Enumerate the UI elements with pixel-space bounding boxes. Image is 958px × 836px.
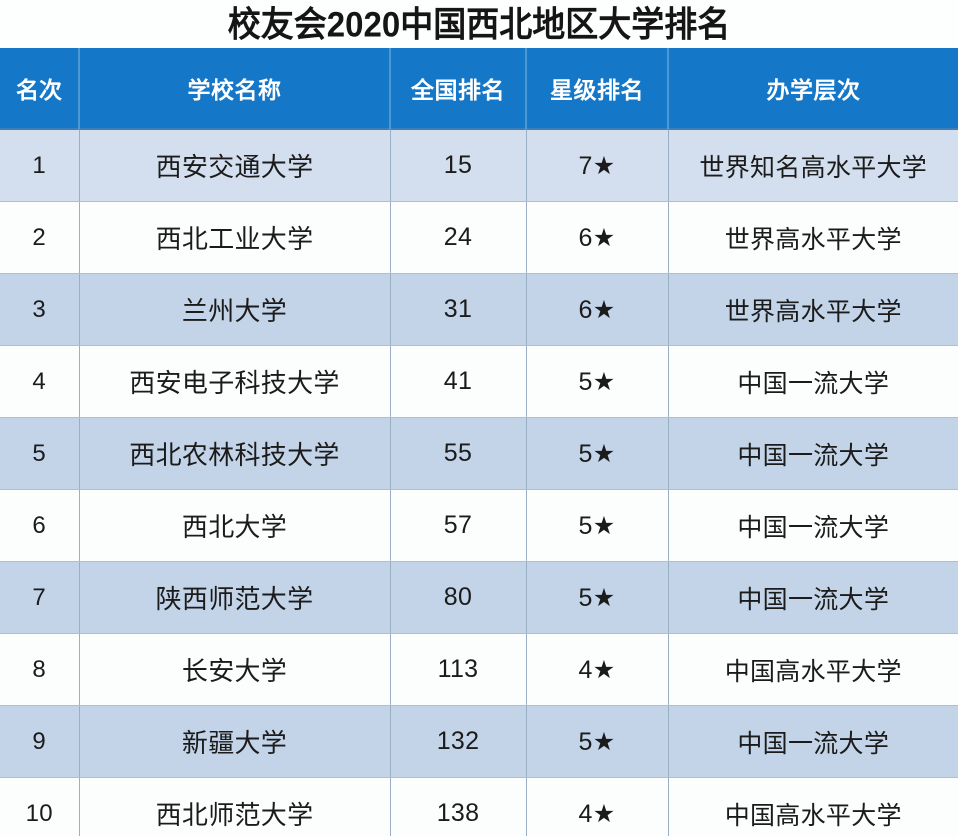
cell-star-rating: 7★ bbox=[526, 128, 669, 202]
cell-star-rating: 5★ bbox=[526, 417, 669, 490]
cell-education-level: 中国一流大学 bbox=[668, 561, 958, 634]
cell-education-level: 中国高水平大学 bbox=[668, 777, 958, 836]
cell-education-level: 中国高水平大学 bbox=[668, 633, 958, 706]
cell-rank: 8 bbox=[0, 633, 80, 706]
cell-school-name: 西北师范大学 bbox=[79, 777, 391, 836]
cell-rank: 3 bbox=[0, 273, 80, 346]
cell-school-name: 西北大学 bbox=[79, 489, 391, 562]
column-header-star-rating[interactable]: 星级排名 bbox=[526, 48, 669, 129]
cell-education-level: 中国一流大学 bbox=[668, 705, 958, 778]
cell-rank: 5 bbox=[0, 417, 80, 490]
column-header-national-rank[interactable]: 全国排名 bbox=[390, 48, 527, 129]
cell-rank: 9 bbox=[0, 705, 80, 778]
cell-rank: 1 bbox=[0, 128, 80, 202]
cell-star-rating: 4★ bbox=[526, 777, 669, 836]
cell-national-rank: 138 bbox=[390, 777, 527, 836]
cell-star-rating: 4★ bbox=[526, 633, 669, 706]
cell-national-rank: 31 bbox=[390, 273, 527, 346]
cell-school-name: 陕西师范大学 bbox=[79, 561, 391, 634]
cell-education-level: 中国一流大学 bbox=[668, 345, 958, 418]
table-row[interactable]: 4 西安电子科技大学 41 5★ 中国一流大学 bbox=[0, 345, 958, 418]
table-row[interactable]: 6 西北大学 57 5★ 中国一流大学 bbox=[0, 489, 958, 562]
cell-star-rating: 5★ bbox=[526, 489, 669, 562]
cell-national-rank: 41 bbox=[390, 345, 527, 418]
column-header-rank[interactable]: 名次 bbox=[0, 48, 80, 129]
cell-star-rating: 6★ bbox=[526, 201, 669, 274]
cell-rank: 10 bbox=[0, 777, 80, 836]
cell-star-rating: 5★ bbox=[526, 345, 669, 418]
table-header: 名次 学校名称 全国排名 星级排名 办学层次 bbox=[0, 48, 958, 129]
cell-rank: 6 bbox=[0, 489, 80, 562]
cell-school-name: 西北农林科技大学 bbox=[79, 417, 391, 490]
table-row[interactable]: 10 西北师范大学 138 4★ 中国高水平大学 bbox=[0, 777, 958, 836]
table-row[interactable]: 8 长安大学 113 4★ 中国高水平大学 bbox=[0, 633, 958, 706]
cell-education-level: 世界知名高水平大学 bbox=[668, 128, 958, 202]
university-ranking-table: 名次 学校名称 全国排名 星级排名 办学层次 1 西安交通大学 15 7★ 世界知名高水… bbox=[0, 48, 958, 836]
cell-school-name: 西安电子科技大学 bbox=[79, 345, 391, 418]
table-row[interactable]: 3 兰州大学 31 6★ 世界高水平大学 bbox=[0, 273, 958, 346]
column-header-education-level[interactable]: 办学层次 bbox=[668, 48, 958, 129]
cell-national-rank: 15 bbox=[390, 128, 527, 202]
cell-star-rating: 6★ bbox=[526, 273, 669, 346]
cell-education-level: 世界高水平大学 bbox=[668, 201, 958, 274]
cell-national-rank: 113 bbox=[390, 633, 527, 706]
cell-rank: 4 bbox=[0, 345, 80, 418]
cell-school-name: 新疆大学 bbox=[79, 705, 391, 778]
cell-school-name: 长安大学 bbox=[79, 633, 391, 706]
cell-star-rating: 5★ bbox=[526, 561, 669, 634]
cell-national-rank: 132 bbox=[390, 705, 527, 778]
page-title-band: 校友会2020中国西北地区大学排名 bbox=[0, 0, 958, 48]
table-row[interactable]: 1 西安交通大学 15 7★ 世界知名高水平大学 bbox=[0, 128, 958, 202]
page-title: 校友会2020中国西北地区大学排名 bbox=[227, 4, 731, 44]
cell-star-rating: 5★ bbox=[526, 705, 669, 778]
cell-school-name: 西北工业大学 bbox=[79, 201, 391, 274]
table-header-row: 名次 学校名称 全国排名 星级排名 办学层次 bbox=[0, 48, 958, 129]
cell-school-name: 兰州大学 bbox=[79, 273, 391, 346]
cell-school-name: 西安交通大学 bbox=[79, 128, 391, 202]
cell-rank: 7 bbox=[0, 561, 80, 634]
column-header-school-name[interactable]: 学校名称 bbox=[79, 48, 391, 129]
cell-education-level: 世界高水平大学 bbox=[668, 273, 958, 346]
table-row[interactable]: 5 西北农林科技大学 55 5★ 中国一流大学 bbox=[0, 417, 958, 490]
cell-national-rank: 57 bbox=[390, 489, 527, 562]
cell-rank: 2 bbox=[0, 201, 80, 274]
table-body: 1 西安交通大学 15 7★ 世界知名高水平大学 2 西北工业大学 24 6★ 世界高水平大学 3 兰… bbox=[0, 128, 958, 836]
cell-national-rank: 80 bbox=[390, 561, 527, 634]
cell-national-rank: 24 bbox=[390, 201, 527, 274]
table-row[interactable]: 2 西北工业大学 24 6★ 世界高水平大学 bbox=[0, 201, 958, 274]
cell-education-level: 中国一流大学 bbox=[668, 417, 958, 490]
table-row[interactable]: 9 新疆大学 132 5★ 中国一流大学 bbox=[0, 705, 958, 778]
cell-national-rank: 55 bbox=[390, 417, 527, 490]
cell-education-level: 中国一流大学 bbox=[668, 489, 958, 562]
table-row[interactable]: 7 陕西师范大学 80 5★ 中国一流大学 bbox=[0, 561, 958, 634]
